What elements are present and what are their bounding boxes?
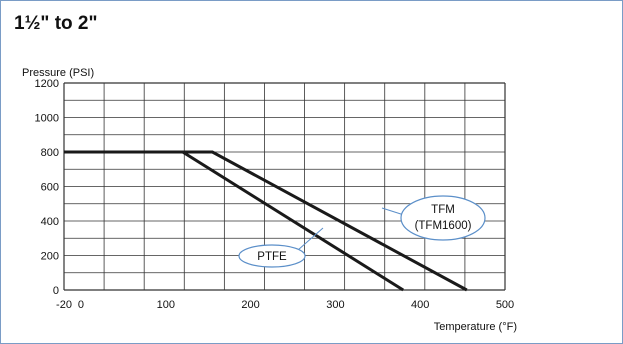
chart-title: 1½" to 2": [14, 13, 98, 34]
x-tick-label: 100: [157, 299, 175, 311]
y-axis-label: Pressure (PSI): [22, 67, 94, 79]
x-tick-label: 300: [326, 299, 344, 311]
tfm-callout-bubble: [400, 195, 486, 241]
x-axis-label: Temperature (°F): [434, 321, 517, 333]
y-tick-label: 400: [41, 216, 59, 228]
y-tick-label: 1000: [35, 113, 59, 125]
x-tick-label: 400: [411, 299, 429, 311]
ptfe-callout-leader: [297, 227, 324, 251]
tfm-callout-label-line1: TFM: [431, 204, 455, 216]
ptfe-callout-label: PTFE: [257, 251, 287, 263]
y-tick-label: 600: [41, 182, 59, 194]
x-tick-label: 500: [496, 299, 514, 311]
ptfe-callout-bubble: [238, 244, 306, 268]
y-tick-label: 0: [53, 285, 59, 297]
y-tick-label: 800: [41, 147, 59, 159]
tfm-callout-label-line2: (TFM1600): [415, 220, 472, 232]
y-tick-label: 200: [41, 251, 59, 263]
x-tick-label: 200: [241, 299, 259, 311]
x-tick-label: 0: [78, 299, 84, 311]
x-tick-label: -20: [56, 299, 72, 311]
y-ticks: 0 200 400 600 800 1000 1200: [35, 78, 59, 297]
x-ticks: -20 0 100 200 300 400 500: [56, 299, 514, 311]
series-line: [64, 150, 468, 292]
y-tick-label: 1200: [35, 78, 59, 90]
tfm-callout-leader: [381, 207, 405, 216]
callouts: PTFE TFM (TFM1600): [238, 195, 486, 268]
series-group: [64, 150, 468, 292]
